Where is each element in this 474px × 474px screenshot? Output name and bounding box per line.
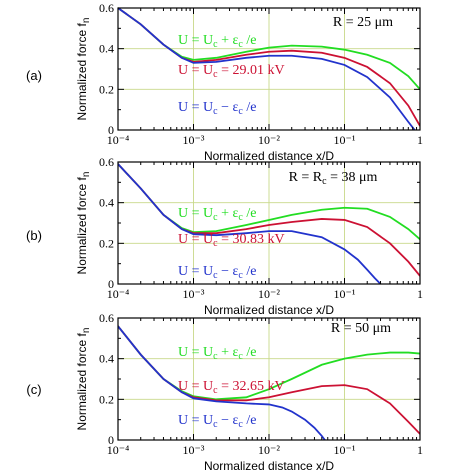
radius-label: R = 25 μm xyxy=(333,15,393,30)
x-tick-label: 10⁻³ xyxy=(183,133,205,147)
series-line-blue xyxy=(118,7,416,130)
x-tick-label: 10⁻² xyxy=(258,133,280,147)
x-axis-title: Normalized distance x/D xyxy=(204,303,334,317)
panel-1: 10⁻⁴ 10⁻³ 10⁻² 10⁻¹ 1 0 0.2 0.4 0.6 Normalized di… xyxy=(26,1,423,163)
x-tick-label: 1 xyxy=(417,287,423,301)
panel-label: (c) xyxy=(26,382,41,397)
x-tick-label: 10⁻¹ xyxy=(334,287,356,301)
x-tick-label: 10⁻¹ xyxy=(334,443,356,457)
y-tick-label: 0.4 xyxy=(99,196,114,210)
x-tick-label: 10⁻² xyxy=(258,443,280,457)
y-tick-label: 0.2 xyxy=(99,392,114,406)
y-tick-label: 0 xyxy=(108,123,114,137)
radius-label: R = 50 μm xyxy=(331,321,391,336)
x-tick-label: 10⁻² xyxy=(258,287,280,301)
panel-2: 10⁻⁴ 10⁻³ 10⁻² 10⁻¹ 1 0 0.2 0.4 0.6 Normalized di… xyxy=(26,155,423,317)
y-tick-label: 0.6 xyxy=(99,1,114,15)
x-tick-label: 10⁻⁴ xyxy=(107,443,130,457)
x-tick-label: 10⁻⁴ xyxy=(107,287,130,301)
y-tick-label: 0.6 xyxy=(99,155,114,169)
x-tick-label: 10⁻³ xyxy=(183,287,205,301)
y-tick-label: 0.4 xyxy=(99,352,114,366)
panel-label: (b) xyxy=(26,228,42,243)
x-tick-label: 10⁻⁴ xyxy=(107,133,130,147)
x-axis-title: Normalized distance x/D xyxy=(204,149,334,163)
voltage-annotation-red: U = Uc​ = 30.83 kV xyxy=(178,232,285,249)
y-tick-label: 0 xyxy=(108,277,114,291)
voltage-annotation-green: U = Uc​ + εc​ /e xyxy=(178,345,256,362)
x-axis-title: Normalized distance x/D xyxy=(204,459,334,473)
x-tick-label: 1 xyxy=(417,133,423,147)
y-tick-label: 0.2 xyxy=(99,236,114,250)
series-line-blue xyxy=(118,163,382,284)
voltage-annotation-green: U = Uc​ + εc​ /e xyxy=(178,33,256,50)
y-tick-label: 0.4 xyxy=(99,42,114,56)
y-axis-title: Normalized force fn​ xyxy=(75,328,92,431)
x-tick-label: 1 xyxy=(417,443,423,457)
y-axis-title: Normalized force fn​ xyxy=(75,18,92,121)
panel-3: 10⁻⁴ 10⁻³ 10⁻² 10⁻¹ 1 0 0.2 0.4 0.6 Normalized di… xyxy=(26,311,423,473)
y-tick-label: 0.6 xyxy=(99,311,114,325)
y-tick-label: 0.2 xyxy=(99,82,114,96)
radius-label: R = Rc​ = 38 μm xyxy=(289,170,378,187)
voltage-annotation-red: U = Uc​ = 32.65 kV xyxy=(178,379,285,396)
y-tick-label: 0 xyxy=(108,433,114,447)
voltage-annotation-red: U = Uc​ = 29.01 kV xyxy=(178,63,285,80)
voltage-annotation-blue: U = Uc​ − εc​ /e xyxy=(178,264,256,281)
x-tick-label: 10⁻³ xyxy=(183,443,205,457)
voltage-annotation-blue: U = Uc​ − εc​ /e xyxy=(178,413,256,430)
series-line-blue xyxy=(118,325,326,440)
panel-label: (a) xyxy=(26,68,42,83)
voltage-annotation-blue: U = Uc​ − εc​ /e xyxy=(178,100,256,117)
x-tick-label: 10⁻¹ xyxy=(334,133,356,147)
y-axis-title: Normalized force fn​ xyxy=(75,172,92,275)
voltage-annotation-green: U = Uc​ + εc​ /e xyxy=(178,206,256,223)
